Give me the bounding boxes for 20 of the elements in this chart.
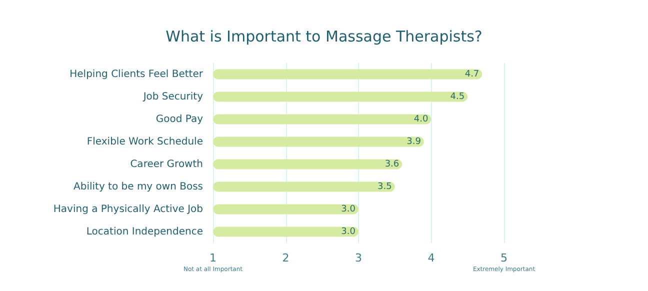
- y-tick-label: Location Independence: [86, 226, 203, 238]
- data-label: 4.7: [464, 69, 480, 80]
- y-tick-label: Helping Clients Feel Better: [70, 68, 204, 80]
- data-label: 3.6: [384, 159, 400, 170]
- data-label: 4.5: [450, 92, 465, 102]
- x-tick-label: 2: [282, 252, 290, 264]
- y-tick-label: Ability to be my own Boss: [74, 181, 203, 192]
- y-tick-label: Having a Physically Active Job: [53, 204, 203, 215]
- chart-title: What is Important to Massage Therapists?: [166, 28, 482, 46]
- y-tick-label: Job Security: [142, 91, 204, 102]
- y-tick-label: Career Growth: [130, 158, 203, 170]
- x-tick-label: 3: [355, 252, 362, 264]
- data-label: 4.0: [414, 114, 429, 124]
- data-label: 3.0: [341, 204, 356, 214]
- x-tick-label: 4: [428, 252, 435, 264]
- data-label: 3.0: [341, 226, 356, 237]
- y-tick-label: Good Pay: [156, 114, 204, 125]
- y-tick-label: Flexible Work Schedule: [86, 136, 203, 148]
- data-label: 3.5: [378, 182, 392, 192]
- data-label: 3.9: [406, 136, 422, 147]
